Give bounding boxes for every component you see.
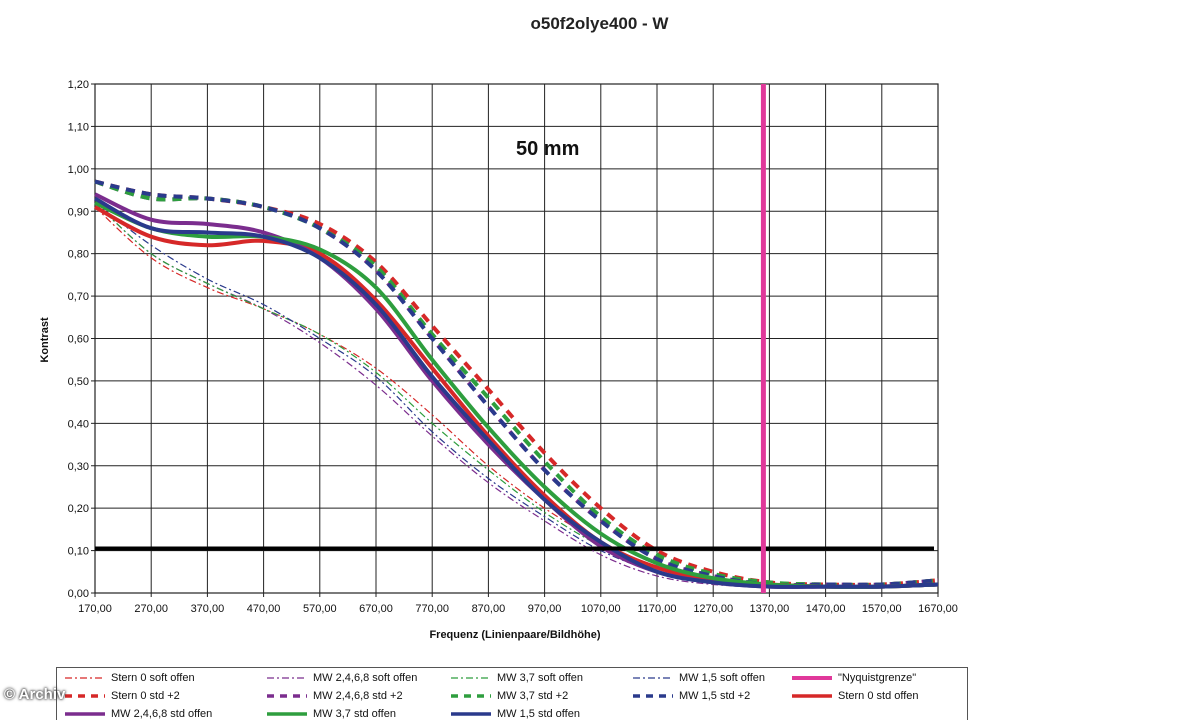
x-tick-label: 370,00 [191,603,225,615]
x-tick-label: 1270,00 [693,603,733,615]
legend-item: MW 3,7 std +2 [449,687,568,705]
legend-item: MW 1,5 soft offen [631,669,765,687]
legend-label: Stern 0 std +2 [111,690,180,702]
series-line-12 [94,196,939,589]
x-tick-label: 970,00 [528,603,562,615]
legend-swatch [451,677,491,679]
legend-swatch [267,694,307,698]
legend-item: "Nyquistgrenze" [790,669,916,687]
legend-swatch [65,694,105,698]
legend-item: MW 2,4,6,8 std offen [63,705,212,723]
legend-swatch [633,694,673,698]
legend-label: MW 1,5 std +2 [679,690,751,702]
y-tick-label: 0,90 [68,206,89,218]
grid-lines [91,83,939,597]
legend-label: Stern 0 std offen [838,690,919,702]
x-tick-label: 470,00 [247,603,281,615]
x-tick-label: 1370,00 [750,603,790,615]
y-tick-label: 1,20 [68,79,89,91]
legend-label: MW 3,7 std offen [313,708,396,720]
plot-area: 170,00 270,00 370,00 470,00 570,00 670,00 770,… [39,79,958,641]
y-tick-label: 1,00 [68,164,89,176]
legend-label: MW 1,5 soft offen [679,672,766,684]
legend-item: MW 2,4,6,8 soft offen [265,669,417,687]
legend-label: "Nyquistgrenze" [838,672,917,684]
focal-length-annotation: 50 mm [516,138,580,160]
y-tick-label: 0,10 [68,546,89,558]
legend-label: Stern 0 soft offen [111,672,195,684]
x-tick-label: 170,00 [78,603,112,615]
legend-swatch [65,712,105,716]
y-tick-label: 0,00 [68,588,89,600]
x-tick-label: 670,00 [359,603,393,615]
legend-label: MW 2,4,6,8 soft offen [313,672,418,684]
y-axis-title: Kontrast [39,317,51,363]
legend-item: MW 3,7 soft offen [449,669,583,687]
legend-item: MW 3,7 std offen [265,705,396,723]
legend-label: MW 2,4,6,8 std +2 [313,690,403,702]
y-tick-label: 0,30 [68,461,89,473]
overlay-lines [95,84,934,593]
x-tick-label: 570,00 [303,603,337,615]
legend-label: MW 3,7 soft offen [497,672,584,684]
series-lines [94,179,939,589]
legend-label: MW 1,5 std offen [497,708,580,720]
legend-item: Stern 0 std +2 [63,687,180,705]
x-tick-label: 1070,00 [581,603,621,615]
legend-swatch [792,676,832,680]
legend-swatch [267,677,307,679]
legend-item: MW 1,5 std offen [449,705,580,723]
chart-title: o50f2olye400 - W [530,14,669,33]
x-tick-label: 1170,00 [638,603,677,615]
x-tick-label: 1570,00 [862,603,902,615]
x-tick-label: 270,00 [134,603,168,615]
x-tick-label: 1670,00 [918,603,958,615]
legend: Stern 0 soft offen MW 2,4,6,8 soft offen M… [56,667,968,720]
legend-swatch [792,694,832,698]
legend-swatch [451,694,491,698]
y-tick-label: 0,20 [68,503,89,515]
legend-label: MW 3,7 std +2 [497,690,569,702]
series-line-3 [94,202,939,588]
tick-labels: 170,00 270,00 370,00 470,00 570,00 670,00 770,… [68,79,958,615]
y-tick-label: 0,80 [68,249,89,261]
series-line-0 [94,206,939,588]
legend-item: Stern 0 std offen [790,687,919,705]
y-tick-label: 0,50 [68,376,89,388]
legend-item: MW 1,5 std +2 [631,687,750,705]
x-tick-label: 770,00 [415,603,449,615]
legend-swatch [633,677,673,679]
legend-item: Stern 0 soft offen [63,669,195,687]
x-axis-title: Frequenz (Linienpaare/Bildhöhe) [429,629,600,641]
legend-swatch [267,712,307,716]
y-tick-label: 0,70 [68,291,89,303]
y-tick-label: 1,10 [68,121,89,133]
y-tick-label: 0,60 [68,334,89,346]
x-tick-label: 1470,00 [806,603,846,615]
legend-swatch [451,712,491,716]
legend-swatch [65,677,105,679]
legend-label: MW 2,4,6,8 std offen [111,708,213,720]
x-tick-label: 870,00 [472,603,506,615]
legend-item: MW 2,4,6,8 std +2 [265,687,403,705]
copyright-watermark: © Archiv [4,686,66,703]
y-tick-label: 0,40 [68,418,89,430]
